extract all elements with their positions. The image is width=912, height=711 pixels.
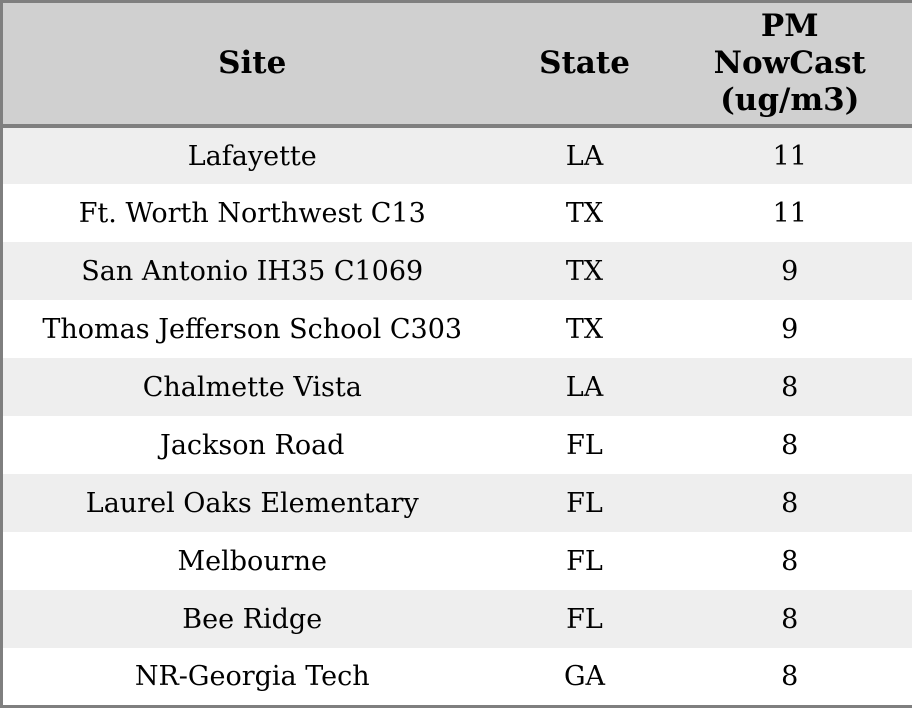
- table-header: Site State PM NowCast (ug/m3): [1, 1, 912, 128]
- table-row: Jackson Road FL 8: [1, 416, 912, 474]
- table-row: Chalmette Vista LA 8: [1, 358, 912, 416]
- state-cell: GA: [563, 660, 606, 692]
- state-cell: TX: [565, 313, 604, 345]
- pm-nowcast-cell: 8: [781, 660, 799, 692]
- table-row: Ft. Worth Northwest C13 TX 11: [1, 184, 912, 242]
- table-row: Melbourne FL 8: [1, 532, 912, 590]
- table-body: Lafayette LA 11 Ft. Worth Northwest C13 …: [1, 126, 912, 706]
- state-cell: LA: [565, 140, 604, 172]
- pm-nowcast-cell: 11: [772, 197, 807, 229]
- state-cell: FL: [566, 545, 603, 577]
- pm-nowcast-cell: 8: [781, 371, 799, 403]
- site-cell: San Antonio IH35 C1069: [81, 255, 424, 287]
- pm-nowcast-cell: 8: [781, 487, 799, 519]
- site-cell: Thomas Jefferson School C303: [42, 313, 463, 345]
- table-row: Lafayette LA 11: [1, 126, 912, 184]
- site-cell: Lafayette: [187, 140, 317, 172]
- table-row: Thomas Jefferson School C303 TX 9: [1, 300, 912, 358]
- site-cell: Bee Ridge: [182, 603, 323, 635]
- site-cell: Jackson Road: [160, 429, 345, 461]
- state-cell: FL: [566, 603, 603, 635]
- column-header-pm-nowcast: PM NowCast (ug/m3): [667, 1, 912, 128]
- header-row: Site State PM NowCast (ug/m3): [1, 1, 912, 128]
- table-row: NR-Georgia Tech GA 8: [1, 648, 912, 706]
- column-header-state: State: [501, 1, 668, 128]
- site-cell: NR-Georgia Tech: [134, 660, 370, 692]
- site-cell: Ft. Worth Northwest C13: [78, 197, 426, 229]
- pm-nowcast-cell: 8: [781, 429, 799, 461]
- pm-nowcast-cell: 9: [781, 313, 799, 345]
- table-row: Laurel Oaks Elementary FL 8: [1, 474, 912, 532]
- site-cell: Chalmette Vista: [142, 371, 362, 403]
- state-cell: FL: [566, 487, 603, 519]
- pm-nowcast-cell: 11: [772, 140, 807, 172]
- site-cell: Laurel Oaks Elementary: [85, 487, 419, 519]
- table-row: Bee Ridge FL 8: [1, 590, 912, 648]
- state-cell: LA: [565, 371, 604, 403]
- state-cell: TX: [565, 255, 604, 287]
- pm-nowcast-cell: 9: [781, 255, 799, 287]
- table-row: San Antonio IH35 C1069 TX 9: [1, 242, 912, 300]
- pm-nowcast-cell: 8: [781, 603, 799, 635]
- site-cell: Melbourne: [177, 545, 327, 577]
- state-cell: TX: [565, 197, 604, 229]
- pm-nowcast-cell: 8: [781, 545, 799, 577]
- state-cell: FL: [566, 429, 603, 461]
- column-header-site: Site: [1, 1, 502, 128]
